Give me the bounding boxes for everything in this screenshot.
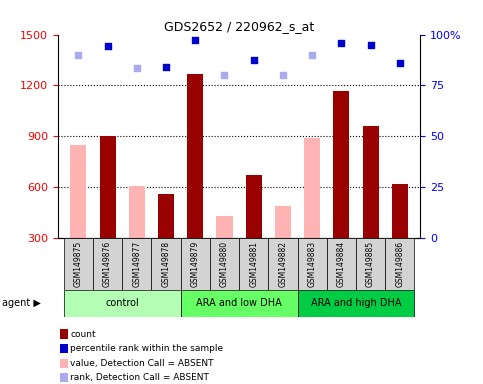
Text: GSM149881: GSM149881 <box>249 241 258 287</box>
Bar <box>158 194 174 238</box>
Bar <box>71 145 86 238</box>
Point <box>133 65 141 71</box>
Text: control: control <box>105 298 139 308</box>
Bar <box>275 206 291 238</box>
Text: GSM149878: GSM149878 <box>161 241 170 287</box>
Bar <box>64 238 93 290</box>
Text: ARA and high DHA: ARA and high DHA <box>311 298 401 308</box>
Point <box>396 60 404 66</box>
Text: count: count <box>70 329 96 339</box>
Point <box>221 72 228 78</box>
Bar <box>298 238 327 290</box>
Point <box>191 36 199 43</box>
Bar <box>210 238 239 290</box>
Bar <box>392 184 408 238</box>
Text: GSM149880: GSM149880 <box>220 241 229 287</box>
Bar <box>99 136 115 238</box>
Bar <box>327 238 356 290</box>
Text: GSM149885: GSM149885 <box>366 241 375 287</box>
Bar <box>298 290 414 317</box>
Bar <box>181 238 210 290</box>
Text: GSM149875: GSM149875 <box>74 241 83 287</box>
Bar <box>64 290 181 317</box>
Bar <box>216 216 232 238</box>
Text: GSM149876: GSM149876 <box>103 241 112 287</box>
Bar <box>356 238 385 290</box>
Bar <box>129 185 145 238</box>
Text: value, Detection Call = ABSENT: value, Detection Call = ABSENT <box>70 359 213 368</box>
Text: GSM149879: GSM149879 <box>191 241 200 287</box>
Bar <box>93 238 122 290</box>
Bar <box>304 138 320 238</box>
Bar <box>239 238 268 290</box>
Point <box>279 72 287 78</box>
Point <box>338 40 345 46</box>
Point <box>162 64 170 70</box>
Bar <box>181 290 298 317</box>
Text: GSM149877: GSM149877 <box>132 241 142 287</box>
Point <box>104 43 112 50</box>
Bar <box>122 238 152 290</box>
Text: rank, Detection Call = ABSENT: rank, Detection Call = ABSENT <box>70 373 209 382</box>
Text: GSM149884: GSM149884 <box>337 241 346 287</box>
Point <box>250 57 257 63</box>
Text: ARA and low DHA: ARA and low DHA <box>196 298 282 308</box>
Title: GDS2652 / 220962_s_at: GDS2652 / 220962_s_at <box>164 20 314 33</box>
Point <box>308 52 316 58</box>
Bar <box>152 238 181 290</box>
Bar <box>385 238 414 290</box>
Bar <box>246 175 262 238</box>
Point <box>367 42 374 48</box>
Bar <box>187 74 203 238</box>
Bar <box>333 91 349 238</box>
Point <box>74 52 82 58</box>
Text: GSM149886: GSM149886 <box>395 241 404 287</box>
Bar <box>363 126 379 238</box>
Text: percentile rank within the sample: percentile rank within the sample <box>70 344 223 353</box>
Bar <box>268 238 298 290</box>
Text: GSM149883: GSM149883 <box>308 241 317 287</box>
Text: agent ▶: agent ▶ <box>2 298 41 308</box>
Text: GSM149882: GSM149882 <box>278 241 287 287</box>
